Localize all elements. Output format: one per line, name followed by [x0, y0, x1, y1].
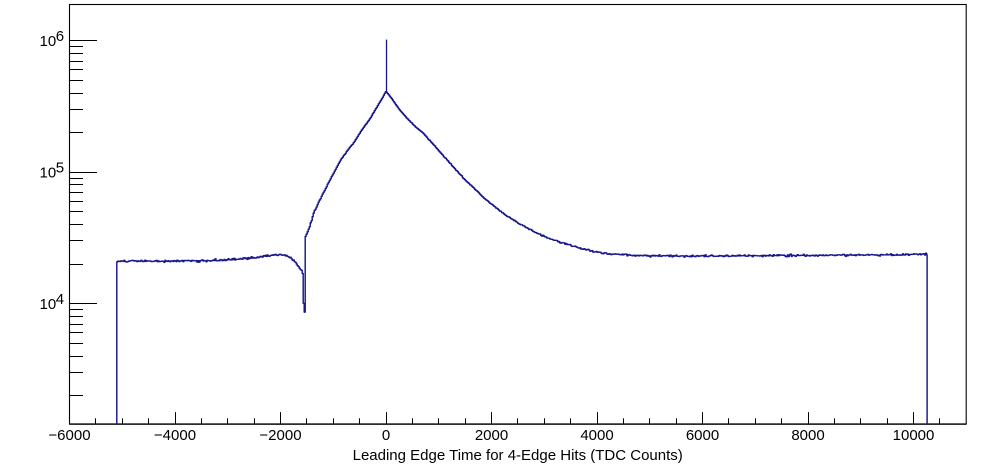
- svg-text:6000: 6000: [686, 427, 719, 444]
- svg-text:4000: 4000: [580, 427, 613, 444]
- svg-text:10: 10: [40, 33, 57, 50]
- svg-text:10000: 10000: [893, 427, 935, 444]
- svg-text:4: 4: [56, 291, 64, 308]
- svg-text:0: 0: [382, 427, 390, 444]
- svg-text:−4000: −4000: [154, 427, 196, 444]
- svg-text:5: 5: [56, 159, 64, 176]
- svg-text:8000: 8000: [791, 427, 824, 444]
- svg-text:10: 10: [40, 296, 57, 313]
- svg-text:2000: 2000: [475, 427, 508, 444]
- svg-text:−2000: −2000: [259, 427, 301, 444]
- svg-text:Leading Edge Time for 4-Edge H: Leading Edge Time for 4-Edge Hits (TDC C…: [353, 447, 683, 464]
- svg-text:−6000: −6000: [48, 427, 90, 444]
- svg-text:6: 6: [56, 28, 64, 45]
- svg-text:10: 10: [40, 165, 57, 182]
